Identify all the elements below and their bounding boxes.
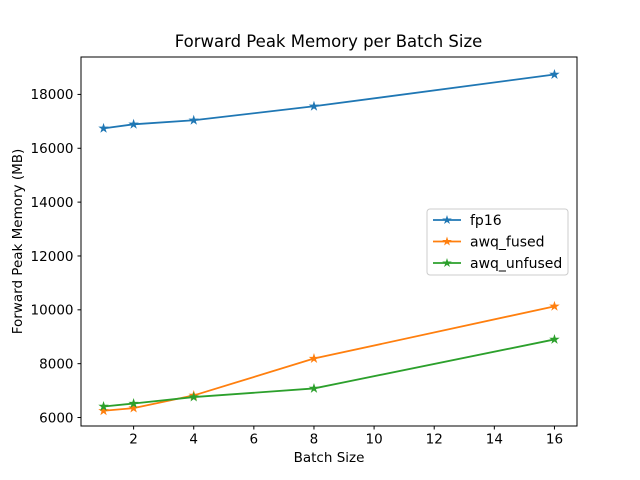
x-tick-label: 12 bbox=[426, 432, 443, 448]
series-marker-awq_fused bbox=[128, 402, 139, 413]
y-tick-label: 8000 bbox=[39, 356, 73, 372]
x-tick-label: 8 bbox=[310, 432, 319, 448]
x-tick-label: 6 bbox=[250, 432, 259, 448]
series-marker-awq_fused bbox=[308, 353, 320, 363]
series-marker-awq_unfused bbox=[308, 382, 320, 393]
series-marker-awq_fused bbox=[549, 300, 560, 311]
series-marker-fp16 bbox=[188, 114, 199, 125]
y-tick-label: 14000 bbox=[31, 195, 74, 211]
x-tick-label: 14 bbox=[486, 432, 503, 448]
series-marker-fp16 bbox=[308, 100, 320, 111]
series-marker-fp16 bbox=[549, 69, 560, 79]
legend-box bbox=[426, 208, 569, 276]
x-tick-label: 2 bbox=[129, 432, 138, 448]
series-marker-awq_fused bbox=[98, 405, 109, 416]
y-axis-label: Forward Peak Memory (MB) bbox=[10, 149, 26, 335]
y-tick-label: 6000 bbox=[39, 410, 73, 426]
legend-marker-awq_unfused bbox=[442, 258, 452, 268]
chart-title: Forward Peak Memory per Batch Size bbox=[175, 32, 483, 51]
series-marker-fp16 bbox=[98, 122, 109, 133]
x-tick-label: 4 bbox=[189, 432, 198, 448]
x-tick-label: 10 bbox=[365, 432, 382, 448]
series-marker-awq_unfused bbox=[188, 391, 199, 402]
data-series bbox=[98, 69, 560, 416]
legend-marker-awq_fused bbox=[442, 236, 452, 246]
legend-label-awq_unfused: awq_unfused bbox=[470, 256, 562, 272]
legend-marker-fp16 bbox=[442, 215, 452, 225]
series-marker-fp16 bbox=[128, 118, 139, 129]
x-axis-label: Batch Size bbox=[294, 450, 365, 466]
legend-label-fp16: fp16 bbox=[470, 213, 502, 229]
y-tick-label: 10000 bbox=[31, 303, 74, 319]
x-tick-label: 16 bbox=[546, 432, 563, 448]
series-marker-awq_unfused bbox=[128, 398, 139, 408]
axes-border bbox=[80, 56, 578, 427]
series-marker-awq_unfused bbox=[549, 333, 560, 344]
legend: fp16 awq_fused awq_unfused bbox=[426, 208, 569, 276]
series-marker-awq_unfused bbox=[98, 400, 109, 411]
y-tick-label: 16000 bbox=[31, 141, 74, 157]
axis-ticks: 2 4 6 8 10 12 14 16 6000 8000 10000 12000 14000 16000… bbox=[31, 87, 564, 447]
y-tick-label: 12000 bbox=[31, 249, 74, 265]
y-tick-label: 18000 bbox=[31, 87, 74, 103]
legend-label-awq_fused: awq_fused bbox=[470, 234, 545, 250]
